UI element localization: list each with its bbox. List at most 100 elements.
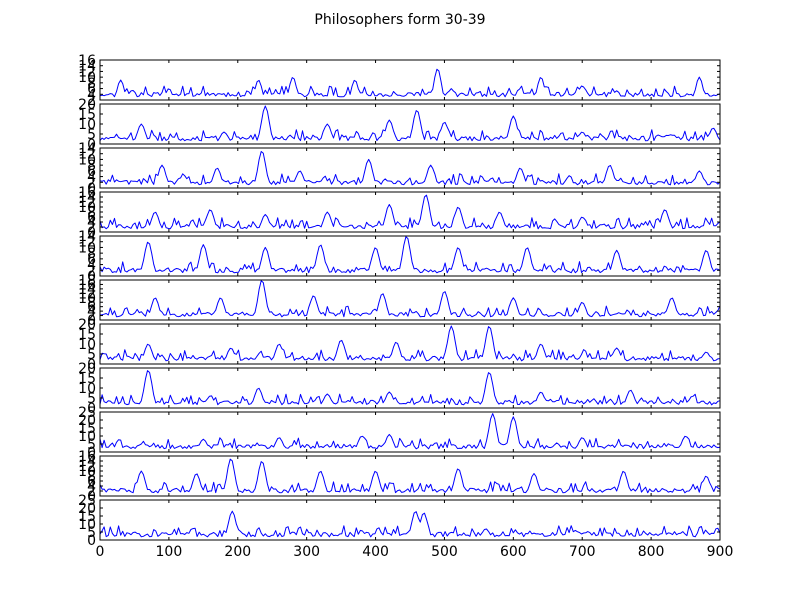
x-tick-label: 600	[500, 544, 527, 560]
series-line-8	[99, 370, 721, 406]
series-line-5	[99, 236, 721, 274]
series-line-4	[99, 194, 721, 230]
y-tick-label: 0	[87, 533, 96, 549]
y-tick-label: 20	[78, 501, 96, 517]
y-tick-label: 12	[78, 64, 96, 80]
y-tick-label: 0	[87, 445, 96, 461]
series-line-9	[99, 413, 721, 450]
subplot-frame-9	[99, 411, 721, 453]
y-tick-label: 10	[78, 429, 96, 445]
y-tick-label: 4	[87, 87, 96, 103]
y-tick-label: 4	[87, 258, 96, 274]
y-tick-label: 10	[78, 464, 96, 480]
y-tick-label: 2	[87, 220, 96, 236]
y-tick-label: 16	[78, 449, 96, 465]
y-tick-label: 12	[78, 459, 96, 475]
y-tick-label: 0	[87, 181, 96, 197]
y-tick-label: 12	[78, 147, 96, 163]
y-tick-label: 8	[87, 76, 96, 92]
subplot-frame-3	[99, 147, 721, 189]
subplot-frame-5	[99, 235, 721, 277]
y-tick-label: 18	[78, 273, 96, 289]
y-tick-label: 12	[78, 286, 96, 302]
y-tick-label: 10	[78, 117, 96, 133]
x-tick-label: 100	[156, 544, 183, 560]
subplot-stack: 2468101214160510152002468101214024681012…	[78, 53, 733, 560]
y-tick-label: 10	[78, 337, 96, 353]
y-tick-label: 8	[87, 246, 96, 262]
y-tick-label: 14	[78, 59, 96, 75]
y-tick-label: 0	[87, 489, 96, 505]
y-tick-label: 14	[78, 229, 96, 245]
y-tick-label: 10	[78, 200, 96, 216]
y-tick-label: 2	[87, 175, 96, 191]
y-tick-label: 4	[87, 479, 96, 495]
y-tick-label: 15	[78, 327, 96, 343]
y-tick-label: 8	[87, 295, 96, 311]
y-tick-label: 12	[78, 235, 96, 251]
chart-title: Philosophers form 30-39	[314, 12, 485, 28]
y-tick-label: 10	[78, 291, 96, 307]
y-tick-label: 0	[87, 225, 96, 241]
x-tick-label: 800	[638, 544, 665, 560]
y-tick-label: 4	[87, 215, 96, 231]
y-tick-label: 16	[78, 185, 96, 201]
y-tick-label: 8	[87, 205, 96, 221]
y-tick-label: 10	[78, 517, 96, 533]
subplot-frame-11	[99, 499, 721, 541]
y-tick-label: 10	[78, 152, 96, 168]
y-tick-label: 20	[78, 413, 96, 429]
series-line-11	[99, 510, 721, 538]
y-tick-label: 6	[87, 210, 96, 226]
y-tick-label: 4	[87, 170, 96, 186]
y-tick-label: 14	[78, 282, 96, 298]
x-tick-label: 500	[431, 544, 458, 560]
y-tick-label: 15	[78, 509, 96, 525]
y-tick-label: 12	[78, 195, 96, 211]
y-tick-label: 8	[87, 158, 96, 174]
y-tick-label: 16	[78, 277, 96, 293]
y-tick-label: 20	[78, 317, 96, 333]
y-tick-label: 20	[78, 361, 96, 377]
x-tick-label: 300	[293, 544, 320, 560]
y-tick-label: 5	[87, 127, 96, 143]
y-tick-label: 5	[87, 391, 96, 407]
y-tick-label: 0	[87, 357, 96, 373]
y-tick-label: 0	[87, 269, 96, 285]
x-tick-label: 700	[569, 544, 596, 560]
series-line-7	[99, 325, 720, 362]
y-tick-label: 5	[87, 347, 96, 363]
series-line-1	[99, 68, 721, 98]
x-tick-label: 200	[224, 544, 251, 560]
y-tick-label: 6	[87, 164, 96, 180]
y-tick-label: 0	[87, 401, 96, 417]
y-tick-label: 14	[78, 454, 96, 470]
y-tick-label: 5	[87, 525, 96, 541]
y-tick-label: 15	[78, 421, 96, 437]
series-line-3	[99, 151, 721, 186]
y-tick-label: 10	[78, 70, 96, 86]
series-line-2	[99, 105, 721, 142]
y-tick-label: 0	[87, 137, 96, 153]
y-tick-label: 10	[78, 381, 96, 397]
y-tick-label: 25	[78, 405, 96, 421]
y-tick-label: 16	[78, 53, 96, 69]
y-tick-label: 6	[87, 300, 96, 316]
x-tick-label: 0	[96, 544, 105, 560]
y-tick-label: 8	[87, 469, 96, 485]
y-tick-label: 5	[87, 437, 96, 453]
subplot-frame-6	[99, 279, 721, 321]
x-tick-label: 900	[707, 544, 734, 560]
y-tick-label: 14	[78, 141, 96, 157]
